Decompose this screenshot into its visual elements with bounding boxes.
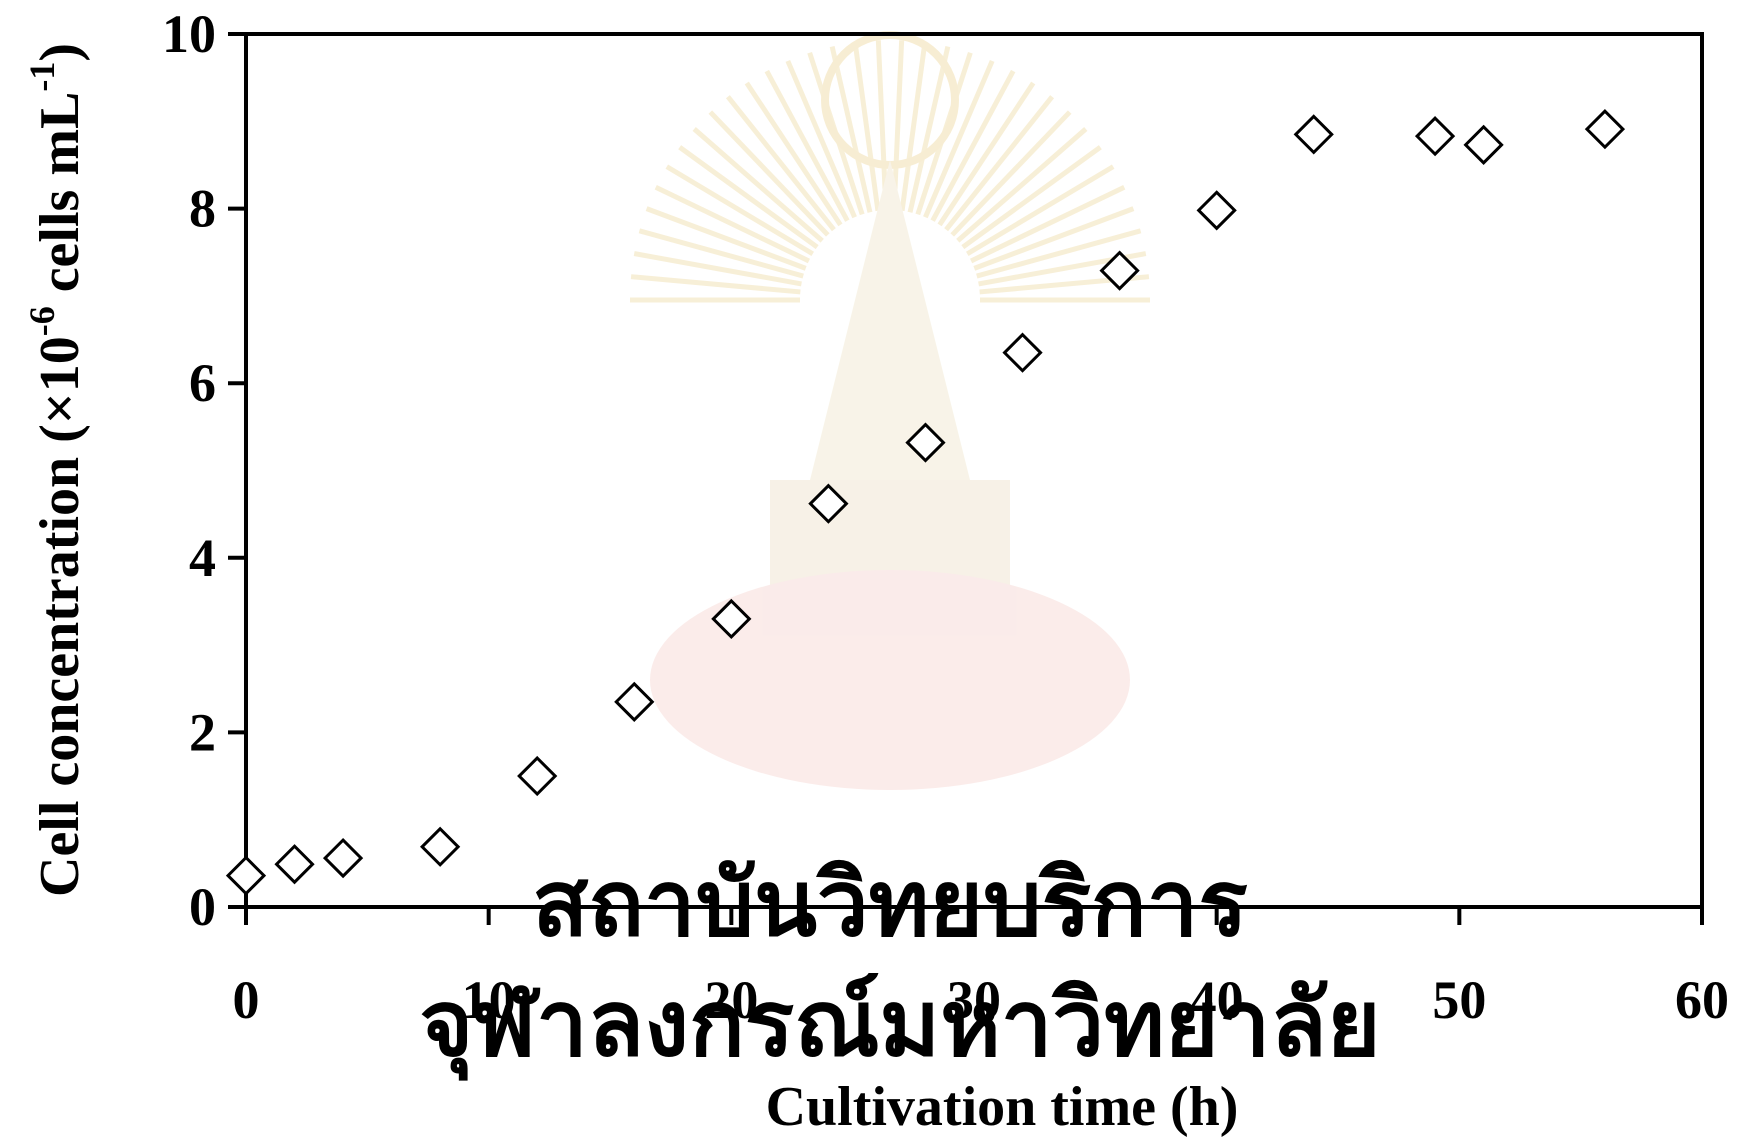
y-axis-ticks: 0 2 4 6 8 10 [162,4,246,937]
data-point [420,826,461,867]
x-tick-label: 0 [233,970,260,1030]
y-tick-label: 0 [189,877,216,937]
data-point [1463,124,1504,165]
data-point [225,855,267,896]
x-tick-label: 50 [1432,970,1486,1030]
data-point [1196,190,1237,231]
y-tick-label: 2 [189,702,216,762]
data-point [322,837,364,879]
data-point [711,598,752,640]
x-tick-label: 10 [462,970,516,1030]
y-tick-label: 10 [162,4,216,64]
data-point [1293,114,1334,155]
watermark-line-2: จุฬาลงกรณ์มหาวิทยาลัย [419,972,1380,1081]
data-point [274,844,315,885]
watermark-line-1: สถาบันวิทยบริการ [532,853,1248,955]
y-axis-title-exponent-2: -1 [22,62,62,92]
y-axis-title-end: ) [29,43,91,62]
x-axis-ticks: 0 10 20 30 40 50 60 [233,907,1729,1030]
data-point [517,755,558,797]
watermark: สถาบันวิทยบริการ จุฬาลงกรณ์มหาวิทยาลัย [419,31,1381,1081]
data-point [614,681,655,722]
data-points [225,109,1626,896]
data-point [1584,109,1626,150]
data-point [808,483,849,524]
y-axis-title: Cell concentration (×10-6 cells mL-1) [22,43,91,897]
watermark-emblem [630,31,1150,790]
x-tick-label: 40 [1190,970,1244,1030]
data-point [1099,250,1140,291]
x-axis-title: Cultivation time (h) [766,1076,1239,1138]
x-tick-label: 30 [947,970,1001,1030]
data-point [1414,116,1456,157]
y-tick-label: 8 [189,179,216,239]
y-axis-title-middle: cells mL [29,92,91,307]
data-point [1002,332,1043,373]
y-axis-title-main: Cell concentration (×10 [29,336,91,897]
data-point [905,422,946,463]
y-tick-label: 6 [189,353,216,413]
x-tick-label: 60 [1675,970,1729,1030]
x-tick-label: 20 [704,970,758,1030]
y-tick-label: 4 [189,528,216,588]
y-axis-title-exponent-1: -6 [22,306,62,336]
